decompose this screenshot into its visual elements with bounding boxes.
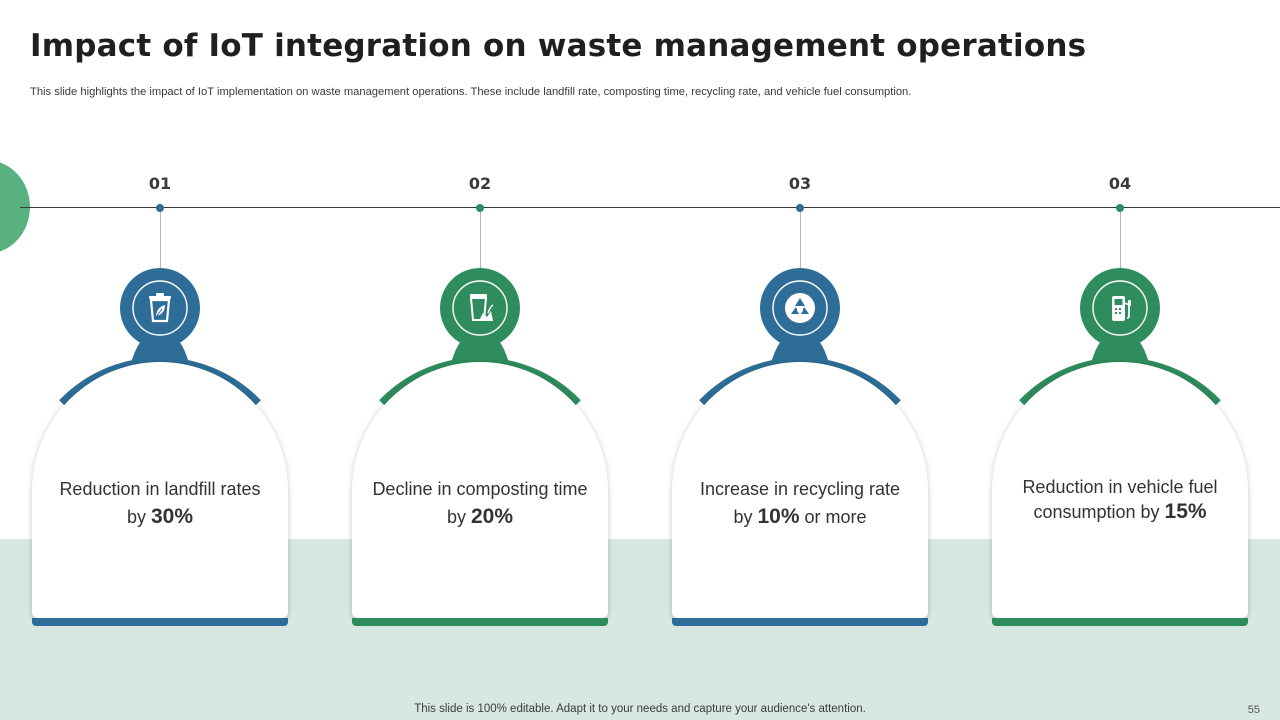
- slide-title: Impact of IoT integration on waste manag…: [30, 28, 1087, 64]
- card-bottom-bar: [352, 618, 608, 626]
- compost-bin-icon: [469, 294, 494, 321]
- recycle-icon: [785, 293, 815, 323]
- card-bottom-bar: [992, 618, 1248, 626]
- step-card-body: [672, 362, 928, 618]
- card-bottom-bar: [32, 618, 288, 626]
- timeline-dot: [476, 204, 484, 212]
- step-description: Decline in composting time by 20%: [370, 476, 590, 531]
- step-card-body: [352, 362, 608, 618]
- step-number: 03: [788, 174, 812, 193]
- page-number: 55: [1247, 704, 1260, 716]
- timeline-line: [20, 207, 1280, 208]
- step-card-body: [992, 362, 1248, 618]
- timeline-dot: [796, 204, 804, 212]
- step-percentage: 20%: [470, 505, 514, 528]
- step-card-body: [32, 362, 288, 618]
- connector-line: [799, 212, 801, 272]
- step-text-suffix: or more: [799, 507, 867, 527]
- step-percentage: 30%: [150, 505, 194, 528]
- card-bottom-bar: [672, 618, 928, 626]
- step-text: Reduction in landfill rates by: [59, 479, 261, 527]
- step-number: 04: [1108, 174, 1132, 193]
- timeline-dot: [156, 204, 164, 212]
- step-card-3: 03 Increase in recycling rate by 10% or …: [672, 0, 928, 640]
- step-description: Increase in recycling rate by 10% or mor…: [690, 476, 910, 531]
- step-percentage: 10%: [757, 505, 800, 528]
- step-text: Decline in composting time by: [372, 479, 588, 527]
- fuel-pump-icon: [1112, 296, 1131, 321]
- slide-footer: This slide is 100% editable. Adapt it to…: [414, 703, 866, 715]
- step-card-2: 02 Decline in composting time by 20%: [352, 0, 608, 640]
- step-number: 01: [148, 174, 172, 193]
- step-text: Increase in recycling rate by: [699, 479, 901, 527]
- step-card-1: 01 Reduction in landfill rates by 30%: [32, 0, 288, 640]
- step-description: Reduction in landfill rates by 30%: [50, 476, 270, 531]
- connector-line: [479, 212, 481, 272]
- step-card-4: 04 Reduction in vehicle fuel consumption…: [992, 0, 1248, 640]
- connector-line: [1119, 212, 1121, 272]
- badge-arch: [59, 268, 261, 406]
- step-number: 02: [468, 174, 492, 193]
- step-description: Reduction in vehicle fuel consumption by…: [1010, 476, 1230, 524]
- step-text: Reduction in vehicle fuel consumption by: [1022, 477, 1218, 522]
- slide-subtitle: This slide highlights the impact of IoT …: [30, 86, 912, 98]
- timeline-dot: [1116, 204, 1124, 212]
- badge-arch: [379, 268, 581, 406]
- connector-line: [159, 212, 161, 272]
- step-percentage: 15%: [1164, 499, 1207, 523]
- trash-bin-icon: [149, 293, 171, 323]
